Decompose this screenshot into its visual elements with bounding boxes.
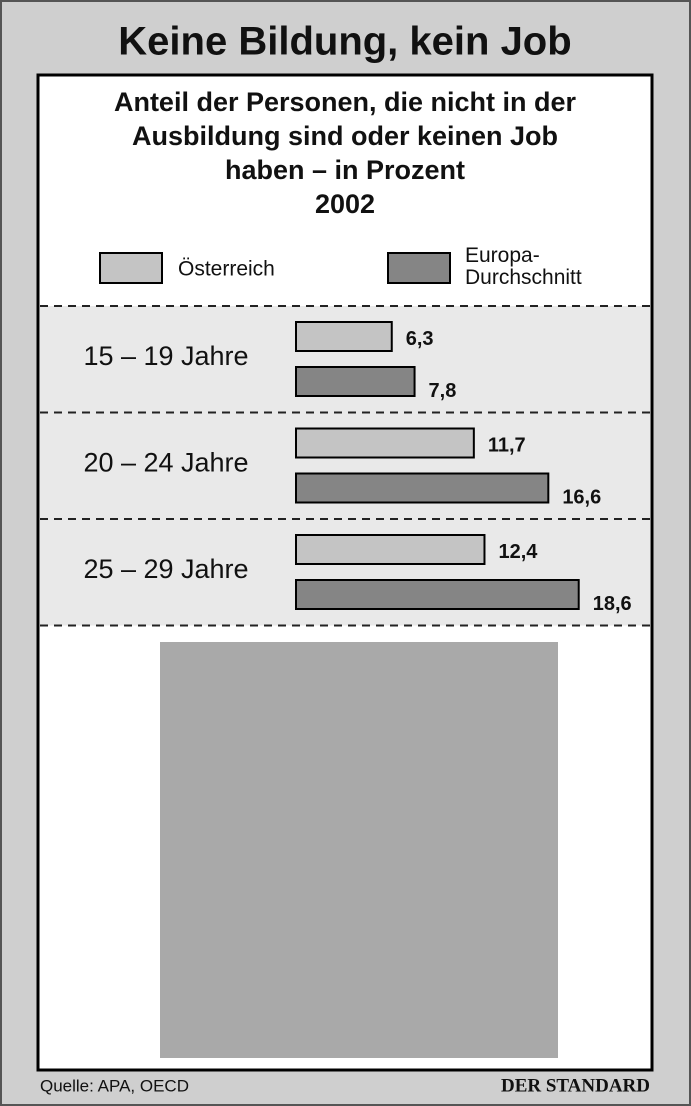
legend-label: Europa-Durchschnitt bbox=[465, 244, 582, 289]
value-label: 18,6 bbox=[593, 593, 632, 615]
title: Keine Bildung, kein Job bbox=[118, 20, 571, 64]
subtitle: Ausbildung sind oder keinen Job bbox=[132, 121, 558, 151]
value-label: 12,4 bbox=[498, 541, 538, 563]
category-label: 25 – 29 Jahre bbox=[83, 554, 248, 584]
category-label: 20 – 24 Jahre bbox=[83, 448, 248, 478]
bar bbox=[295, 472, 550, 504]
bar bbox=[295, 366, 416, 397]
subtitle: haben – in Prozent bbox=[225, 155, 465, 185]
publisher: DER STANDARD bbox=[501, 1075, 650, 1096]
legend-label: Österreich bbox=[178, 258, 275, 281]
photo bbox=[160, 642, 558, 1058]
value-label: 7,8 bbox=[429, 380, 457, 402]
legend-swatch bbox=[387, 252, 451, 284]
value-label: 11,7 bbox=[488, 434, 526, 456]
source: Quelle: APA, OECD bbox=[40, 1076, 189, 1095]
category-label: 15 – 19 Jahre bbox=[83, 341, 248, 371]
legend-swatch bbox=[99, 252, 163, 284]
value-label: 16,6 bbox=[562, 486, 601, 508]
year: 2002 bbox=[315, 189, 375, 219]
subtitle: Anteil der Personen, die nicht in der bbox=[114, 87, 577, 117]
bar bbox=[295, 534, 486, 565]
value-label: 6,3 bbox=[406, 328, 434, 350]
bar bbox=[295, 427, 475, 459]
bar bbox=[295, 321, 393, 352]
bar bbox=[295, 579, 580, 610]
